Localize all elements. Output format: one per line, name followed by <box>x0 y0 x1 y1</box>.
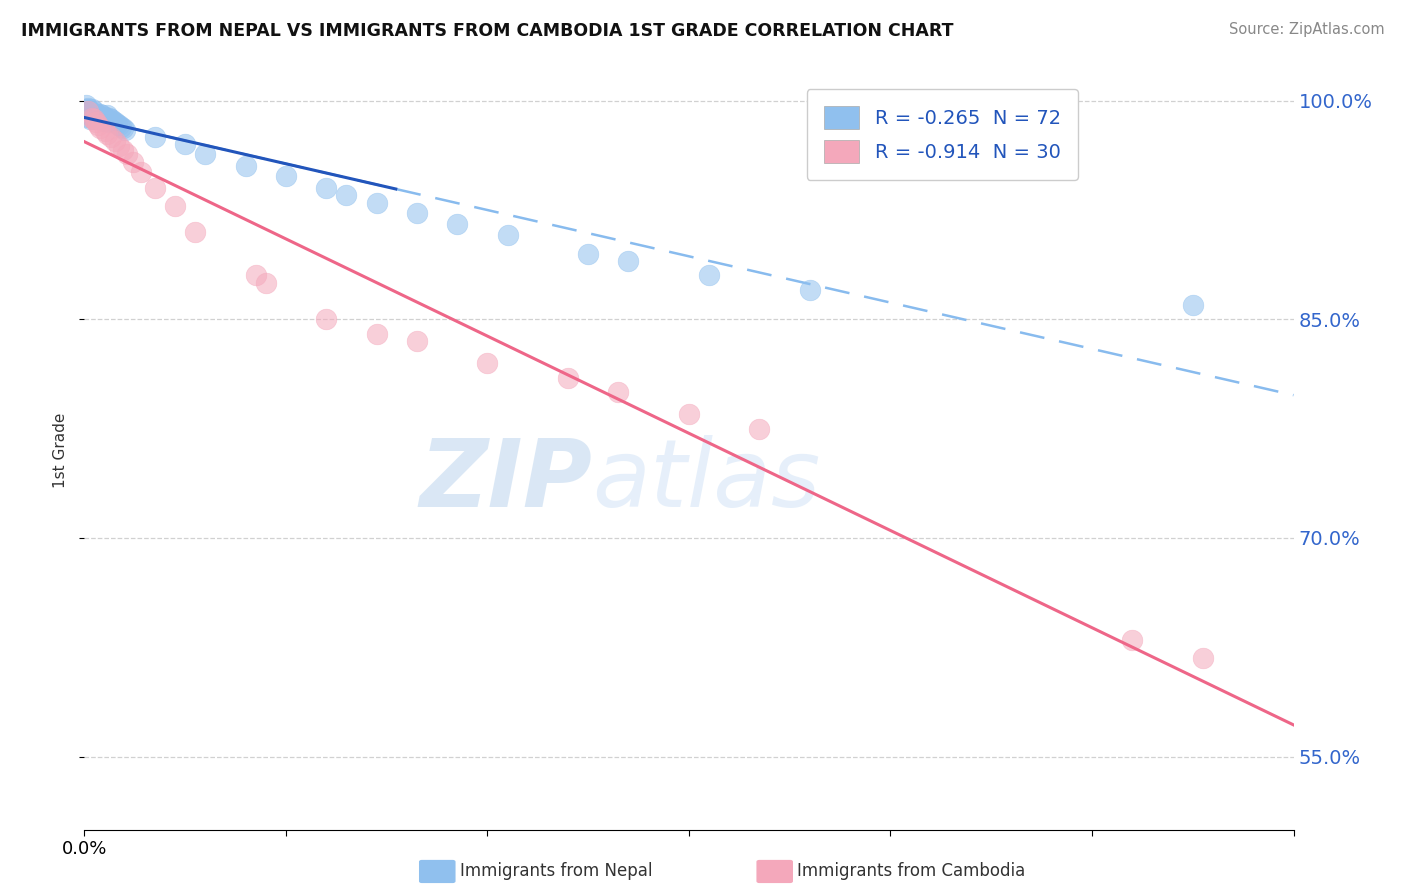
Point <box>1121 633 1143 648</box>
Point <box>366 195 388 210</box>
Text: Immigrants from Nepal: Immigrants from Nepal <box>460 863 652 880</box>
Point <box>86 115 108 129</box>
Point <box>96 127 118 141</box>
Point <box>104 134 127 148</box>
Text: Immigrants from Cambodia: Immigrants from Cambodia <box>797 863 1025 880</box>
Point <box>165 198 187 212</box>
Text: ZIP: ZIP <box>419 434 592 527</box>
Point <box>315 312 337 326</box>
Point <box>697 268 720 283</box>
Point <box>93 114 115 128</box>
Point <box>107 138 129 153</box>
Point <box>100 130 122 145</box>
Point <box>111 121 134 136</box>
Point <box>184 225 207 239</box>
Point <box>235 159 257 173</box>
Point <box>194 147 217 161</box>
Point <box>496 227 519 242</box>
Point <box>121 154 143 169</box>
Point <box>100 112 122 127</box>
Point <box>799 283 821 297</box>
Point <box>91 112 114 127</box>
Point <box>477 356 499 370</box>
Point <box>75 98 97 112</box>
Point <box>82 102 104 116</box>
Point <box>143 130 166 145</box>
Point <box>86 111 108 125</box>
Point <box>1192 650 1215 665</box>
Point <box>77 101 100 115</box>
Point <box>83 112 105 127</box>
Point <box>366 326 388 341</box>
Point <box>87 108 110 122</box>
Point <box>79 103 101 118</box>
Text: Source: ZipAtlas.com: Source: ZipAtlas.com <box>1229 22 1385 37</box>
Point <box>89 106 111 120</box>
Point <box>83 112 105 127</box>
Point <box>104 115 127 129</box>
Point <box>114 122 136 136</box>
Point <box>82 111 104 125</box>
Point <box>86 106 108 120</box>
Point <box>89 111 111 125</box>
Point <box>315 181 337 195</box>
Point <box>79 108 101 122</box>
Point <box>143 181 166 195</box>
Point <box>607 385 630 400</box>
Point <box>91 108 114 122</box>
Point <box>97 111 120 125</box>
Point <box>406 334 429 348</box>
Point <box>115 147 138 161</box>
Point <box>274 169 297 184</box>
Point <box>83 103 105 118</box>
Point <box>89 121 111 136</box>
Point <box>87 112 110 127</box>
Point <box>576 246 599 260</box>
Point <box>406 206 429 220</box>
Point <box>254 276 277 290</box>
Point <box>77 110 100 124</box>
Point <box>93 110 115 124</box>
Point <box>617 254 640 268</box>
Point <box>87 118 110 132</box>
Point <box>105 117 128 131</box>
Point <box>77 103 100 118</box>
Point <box>1181 298 1204 312</box>
Point <box>446 218 468 232</box>
Y-axis label: 1st Grade: 1st Grade <box>53 413 69 488</box>
Point <box>678 407 700 421</box>
Point <box>77 105 100 120</box>
Text: IMMIGRANTS FROM NEPAL VS IMMIGRANTS FROM CAMBODIA 1ST GRADE CORRELATION CHART: IMMIGRANTS FROM NEPAL VS IMMIGRANTS FROM… <box>21 22 953 40</box>
Point <box>110 120 132 134</box>
Point <box>245 268 267 283</box>
Point <box>557 370 579 384</box>
Point <box>111 143 134 157</box>
Legend: R = -0.265  N = 72, R = -0.914  N = 30: R = -0.265 N = 72, R = -0.914 N = 30 <box>807 88 1078 180</box>
Point <box>129 165 152 179</box>
Point <box>174 137 197 152</box>
Point <box>96 112 118 127</box>
Point <box>96 108 118 122</box>
Point <box>748 421 770 435</box>
Point <box>83 108 105 122</box>
Point <box>75 102 97 116</box>
Point <box>107 118 129 132</box>
Point <box>82 106 104 120</box>
Point <box>335 188 357 202</box>
Point <box>93 124 115 138</box>
Text: atlas: atlas <box>592 435 821 526</box>
Point <box>97 115 120 129</box>
Point <box>79 112 101 127</box>
Point <box>101 114 124 128</box>
